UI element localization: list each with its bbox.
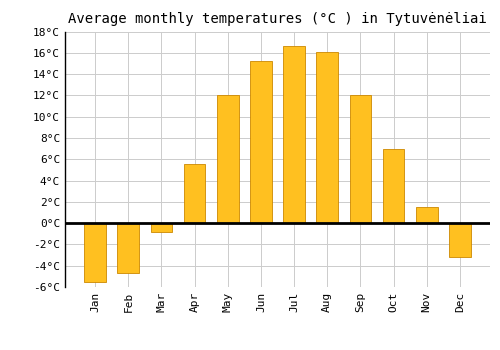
Bar [449,223,470,257]
Bar [84,223,106,282]
Bar [184,163,206,223]
Title: Average monthly temperatures (°C ) in Tytuvėnėliai: Average monthly temperatures (°C ) in Ty… [68,12,487,26]
Bar [217,95,238,223]
Bar [150,223,172,232]
Bar [350,95,371,223]
Bar [250,61,272,223]
Bar [284,47,305,223]
Bar [118,223,139,273]
Bar [416,207,438,223]
Bar [316,52,338,223]
Bar [383,149,404,223]
